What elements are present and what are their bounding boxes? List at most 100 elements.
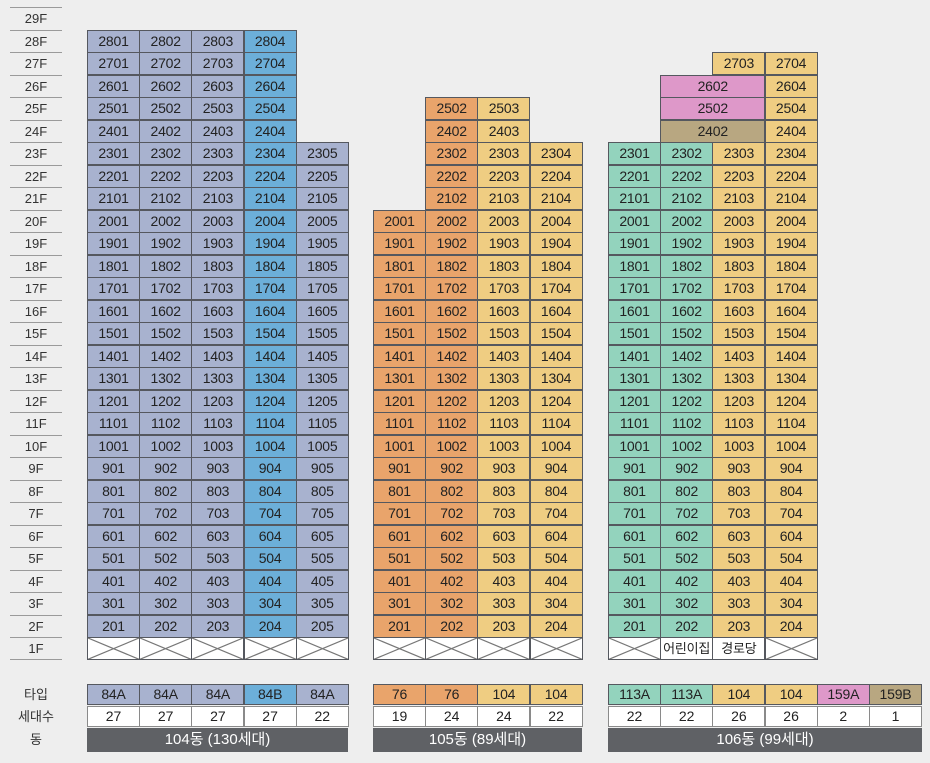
- unit-cell: 1902: [139, 232, 193, 256]
- unit-cell: 1004: [243, 434, 297, 458]
- unit-cell: 1102: [660, 412, 714, 436]
- unit-cell: 204: [243, 614, 297, 638]
- unit-cell: 1304: [529, 367, 583, 391]
- unit-cell: 704: [764, 502, 818, 526]
- unit-cell: 1504: [529, 322, 583, 346]
- unit-cell: 504: [243, 547, 297, 571]
- household-count: 22: [529, 706, 583, 727]
- type-cell: 104: [529, 684, 583, 705]
- unit-cell: 2202: [660, 164, 714, 188]
- unit-cell: 805: [295, 479, 349, 503]
- pilotis-cell: [243, 637, 297, 661]
- unit-cell: 2301: [608, 142, 661, 166]
- unit-cell: 1503: [477, 322, 531, 346]
- unit-cell: 2203: [191, 164, 245, 188]
- unit-cell: 2205: [295, 164, 349, 188]
- unit-cell: 702: [139, 502, 193, 526]
- unit-cell: 1704: [243, 277, 297, 301]
- unit-cell: 305: [295, 592, 349, 616]
- unit-cell: 2401: [87, 119, 140, 143]
- unit-cell: 2204: [243, 164, 297, 188]
- unit-cell: 1302: [139, 367, 193, 391]
- household-count: 26: [764, 706, 818, 727]
- unit-cell: 1201: [608, 389, 661, 413]
- unit-cell: 704: [243, 502, 297, 526]
- row-label-type: 타입: [24, 687, 48, 702]
- unit-cell: 1201: [87, 389, 140, 413]
- floor-label: 1F: [10, 637, 62, 660]
- unit-cell: 1703: [477, 277, 531, 301]
- unit-cell: 604: [243, 524, 297, 548]
- floor-label: 11F: [10, 412, 62, 435]
- unit-cell: 2303: [191, 142, 245, 166]
- unit-cell: 2103: [477, 187, 531, 211]
- unit-cell: 504: [764, 547, 818, 571]
- pilotis-cell: [425, 637, 479, 661]
- unit-cell: 1301: [608, 367, 661, 391]
- unit-cell: 1503: [191, 322, 245, 346]
- unit-cell: 1104: [243, 412, 297, 436]
- unit-cell: 2001: [87, 209, 140, 233]
- unit-cell: 2502: [425, 97, 479, 121]
- unit-cell: 2304: [529, 142, 583, 166]
- unit-cell: 304: [529, 592, 583, 616]
- unit-cell: 1102: [139, 412, 193, 436]
- unit-cell: 1102: [425, 412, 479, 436]
- unit-cell: 2701: [87, 52, 140, 76]
- pilotis-cell: [477, 637, 531, 661]
- unit-cell: 2202: [139, 164, 193, 188]
- unit-cell: 1904: [243, 232, 297, 256]
- unit-cell: 701: [87, 502, 140, 526]
- unit-cell: 902: [425, 457, 479, 481]
- unit-cell: 302: [425, 592, 479, 616]
- unit-cell: 1702: [660, 277, 714, 301]
- unit-cell: 302: [139, 592, 193, 616]
- row-label-building: 동: [30, 732, 42, 747]
- floor-label: 28F: [10, 29, 62, 53]
- unit-cell: 1604: [529, 299, 583, 323]
- unit-cell: 804: [243, 479, 297, 503]
- unit-cell: 2503: [477, 97, 531, 121]
- unit-cell: 2201: [608, 164, 661, 188]
- unit-cell: 404: [529, 569, 583, 593]
- unit-cell: 1704: [764, 277, 818, 301]
- unit-cell: 1002: [139, 434, 193, 458]
- unit-cell: 1201: [373, 389, 426, 413]
- unit-cell: 2703: [712, 52, 766, 76]
- floor-label: 18F: [10, 254, 62, 278]
- unit-cell: 202: [139, 614, 193, 638]
- pilotis-cell: [373, 637, 426, 661]
- unit-cell: 603: [477, 524, 531, 548]
- facility-cell: 경로당: [712, 637, 766, 661]
- unit-cell: 403: [477, 569, 531, 593]
- unit-cell: 1004: [764, 434, 818, 458]
- unit-cell: 1801: [373, 254, 426, 278]
- unit-cell: 1605: [295, 299, 349, 323]
- unit-cell: 2403: [477, 119, 531, 143]
- floor-label: 19F: [10, 232, 62, 255]
- unit-cell: 304: [243, 592, 297, 616]
- unit-cell: 2302: [425, 142, 479, 166]
- unit-cell: 804: [529, 479, 583, 503]
- unit-cell: 303: [477, 592, 531, 616]
- unit-cell: 2203: [712, 164, 766, 188]
- unit-cell: 1103: [477, 412, 531, 436]
- unit-cell: 701: [373, 502, 426, 526]
- unit-cell: 2402: [660, 119, 766, 143]
- unit-cell: 501: [373, 547, 426, 571]
- unit-cell: 1002: [660, 434, 714, 458]
- unit-cell: 1504: [764, 322, 818, 346]
- unit-cell: 202: [660, 614, 714, 638]
- unit-cell: 1803: [477, 254, 531, 278]
- household-count: 2: [816, 706, 870, 727]
- unit-cell: 2302: [660, 142, 714, 166]
- unit-cell: 2801: [87, 29, 140, 53]
- unit-cell: 405: [295, 569, 349, 593]
- unit-cell: 2104: [243, 187, 297, 211]
- unit-cell: 503: [712, 547, 766, 571]
- unit-cell: 2101: [608, 187, 661, 211]
- unit-cell: 401: [608, 569, 661, 593]
- unit-cell: 602: [139, 524, 193, 548]
- unit-cell: 1003: [477, 434, 531, 458]
- unit-cell: 2604: [764, 74, 818, 98]
